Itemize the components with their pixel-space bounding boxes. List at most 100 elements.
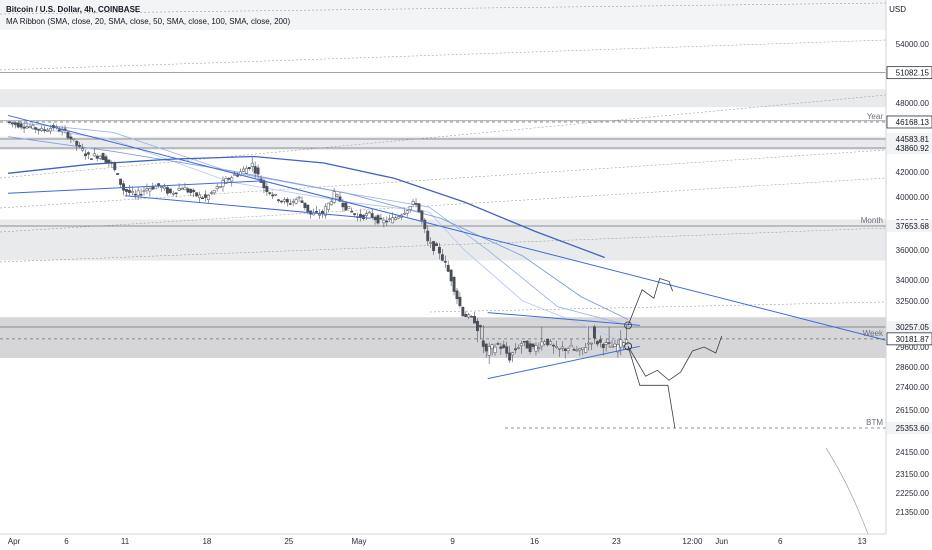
candle	[537, 342, 541, 353]
candle-body	[329, 201, 333, 205]
x-tick-label: 23	[612, 537, 621, 546]
candle-body	[625, 339, 629, 345]
candle	[540, 326, 544, 351]
candle	[435, 241, 438, 247]
candle-body	[43, 129, 47, 131]
candle-body	[332, 191, 336, 203]
candle	[69, 133, 73, 143]
x-tick-label: 6	[64, 537, 69, 546]
trendline[interactable]	[124, 195, 371, 219]
candle	[584, 343, 588, 354]
x-tick-label: Jun	[715, 537, 728, 546]
candle-body	[95, 155, 99, 159]
candle	[455, 288, 459, 304]
candle-body	[402, 212, 406, 215]
y-tick-label: 32500.00	[896, 297, 930, 306]
candle-body	[540, 341, 544, 347]
trendline[interactable]	[487, 312, 640, 326]
candle	[525, 340, 529, 349]
indicator-legend[interactable]: MA Ribbon (SMA, close, 20, SMA, close, 5…	[6, 17, 291, 26]
currency-label: USD	[889, 5, 906, 14]
candle	[557, 347, 561, 357]
candle	[291, 198, 295, 207]
candle	[315, 206, 319, 214]
candle-body	[300, 200, 304, 203]
candle	[25, 122, 29, 129]
candle-body	[25, 126, 29, 129]
candle	[420, 209, 424, 225]
candle	[145, 183, 149, 195]
candle-body	[593, 326, 596, 339]
candle-body	[165, 187, 169, 194]
candle-body	[619, 339, 623, 348]
zone-rect	[0, 317, 886, 358]
candle-body	[549, 341, 553, 345]
candle-body	[136, 190, 140, 196]
candle	[34, 126, 38, 134]
candle-body	[505, 346, 509, 354]
candle	[572, 347, 576, 351]
candle-body	[318, 214, 321, 216]
candle	[95, 154, 99, 162]
candle	[478, 324, 482, 340]
candle-body	[177, 187, 181, 191]
candle	[546, 339, 550, 347]
candle	[212, 189, 216, 196]
candle-body	[168, 188, 172, 194]
candle-body	[148, 188, 152, 192]
trendline[interactable]	[7, 180, 266, 194]
trendline[interactable]	[7, 114, 886, 341]
candle	[344, 202, 348, 212]
candle-body	[470, 316, 474, 318]
candle-body	[113, 162, 117, 171]
candle-body	[215, 186, 219, 189]
candle	[458, 292, 462, 308]
candle	[516, 344, 520, 350]
candle-body	[464, 314, 468, 318]
trendline[interactable]	[487, 345, 640, 380]
candle	[514, 343, 517, 354]
candle	[476, 318, 479, 343]
candle-body	[557, 348, 561, 350]
candle-body	[382, 219, 386, 224]
scenario-node	[624, 321, 632, 330]
candle-body	[19, 123, 23, 128]
price-marker-label: 43860.92	[896, 144, 930, 153]
candle	[490, 343, 494, 356]
candle	[43, 126, 47, 134]
candle-body	[306, 204, 310, 212]
candle	[554, 340, 558, 349]
candle	[10, 122, 14, 128]
candle-body	[271, 194, 275, 197]
candle-body	[145, 188, 149, 191]
y-tick-label: 42000.00	[896, 168, 930, 177]
candle-body	[107, 159, 111, 163]
candle-body	[104, 156, 108, 163]
candle	[619, 330, 623, 356]
candle	[382, 216, 386, 228]
candle	[367, 210, 371, 214]
candle	[332, 188, 336, 204]
candle-body	[420, 210, 424, 221]
ma-100-line	[7, 136, 629, 320]
candle	[277, 198, 281, 203]
candle	[89, 158, 93, 160]
candle	[31, 123, 35, 130]
candle	[312, 208, 316, 216]
candle	[206, 194, 210, 204]
candle	[28, 123, 32, 129]
candle	[467, 312, 471, 320]
symbol-title[interactable]: Bitcoin / U.S. Dollar, 4h, COINBASE	[6, 5, 141, 14]
candle	[318, 209, 321, 220]
price-scale[interactable]	[886, 0, 932, 550]
candle	[429, 237, 433, 249]
candle	[265, 182, 269, 196]
candle-body	[426, 230, 430, 242]
candle-body	[31, 124, 35, 130]
candle	[543, 339, 547, 346]
candle	[522, 341, 526, 347]
candle	[531, 343, 535, 350]
candle-body	[560, 346, 564, 349]
candle	[174, 192, 178, 198]
